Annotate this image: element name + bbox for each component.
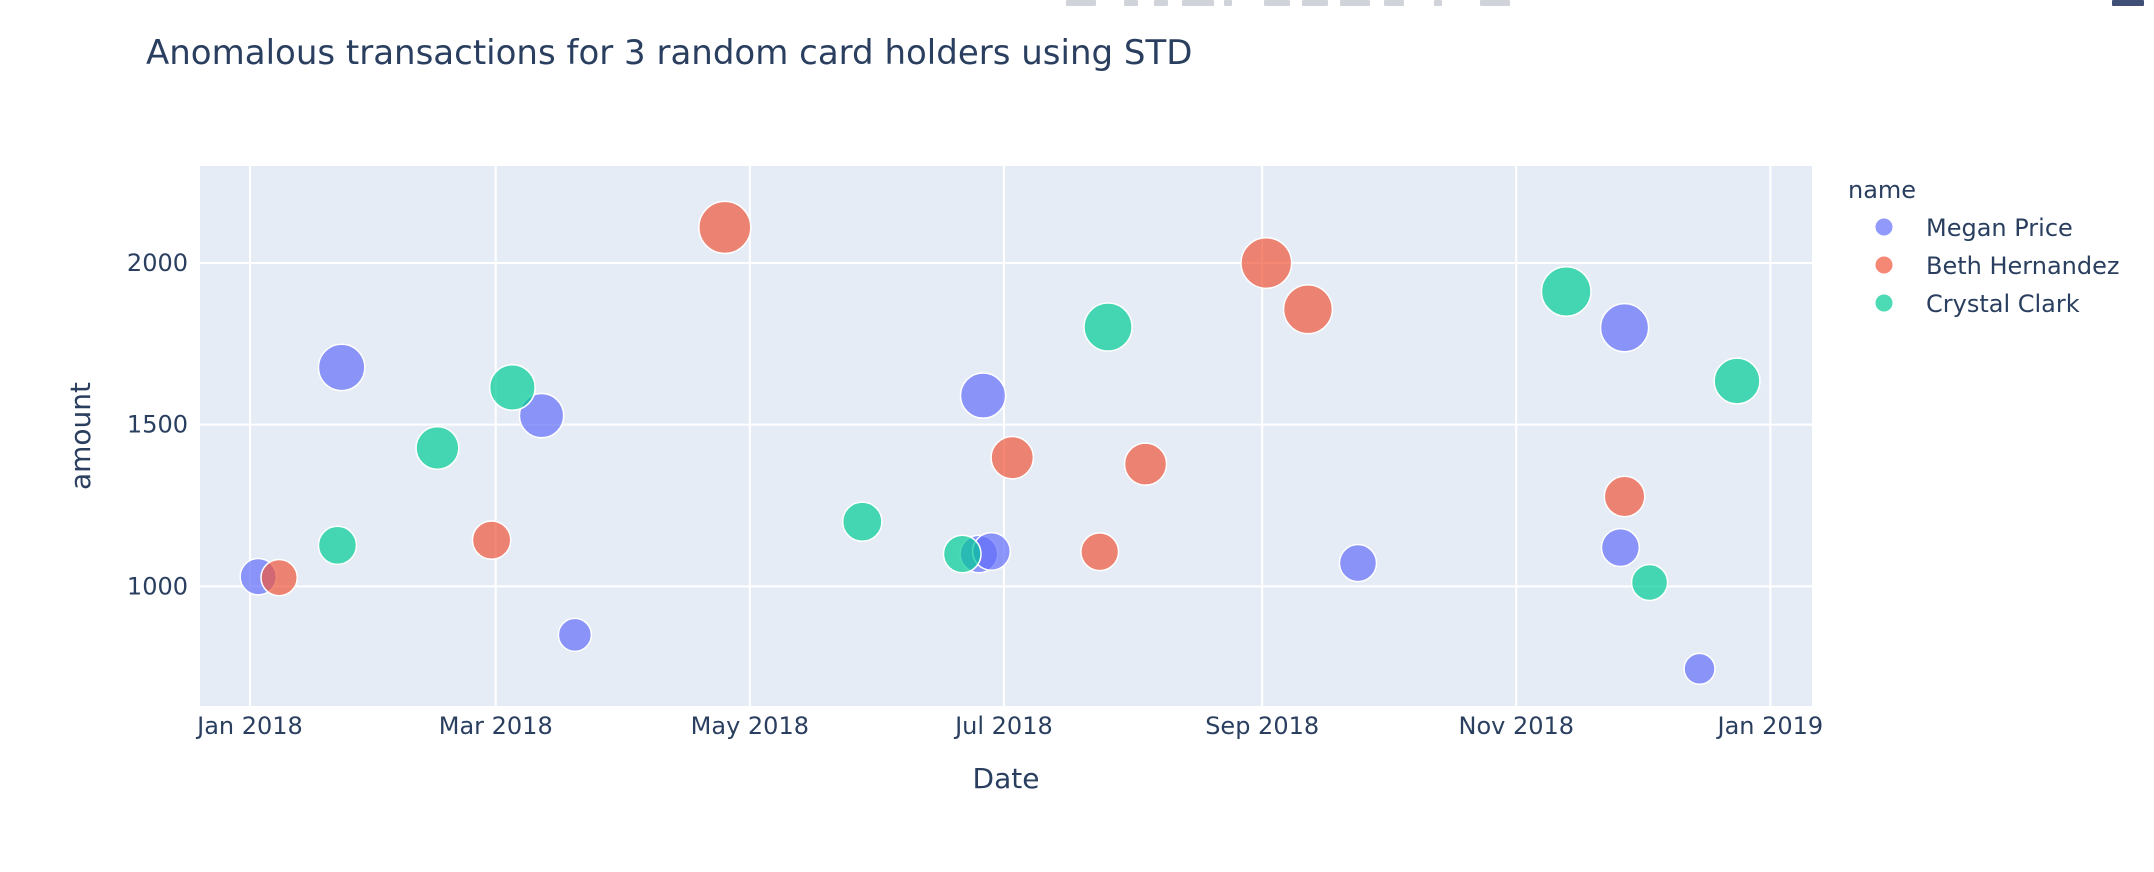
y-axis-label: amount bbox=[64, 382, 97, 490]
data-point bbox=[1338, 543, 1378, 583]
data-point bbox=[990, 435, 1035, 480]
pan-icon[interactable] bbox=[1154, 0, 1168, 6]
plot-area bbox=[200, 166, 1812, 706]
data-point bbox=[698, 200, 752, 255]
x-tick-label: Sep 2018 bbox=[1205, 712, 1319, 740]
data-point bbox=[317, 343, 366, 392]
x-tick-label: Jan 2019 bbox=[1715, 712, 1823, 740]
data-point bbox=[518, 392, 565, 439]
legend-items: Megan Price Beth Hernandez Crystal Clark bbox=[1874, 214, 2119, 318]
x-axis-label: Date bbox=[973, 762, 1040, 795]
data-point bbox=[1282, 284, 1334, 335]
legend-marker bbox=[1874, 255, 1894, 275]
x-tick-label: Jul 2018 bbox=[953, 712, 1053, 740]
data-point bbox=[471, 520, 512, 561]
lasso-icon[interactable] bbox=[1224, 0, 1232, 6]
camera-icon[interactable] bbox=[1066, 0, 1096, 6]
data-point bbox=[942, 534, 982, 574]
data-point bbox=[1123, 442, 1168, 486]
data-point bbox=[1630, 563, 1669, 602]
x-tick-label: Mar 2018 bbox=[439, 712, 553, 740]
data-point bbox=[959, 372, 1007, 419]
data-point bbox=[1240, 236, 1293, 290]
data-point bbox=[260, 558, 299, 597]
data-point bbox=[415, 425, 460, 471]
data-point bbox=[1540, 265, 1592, 317]
data-point bbox=[1713, 357, 1761, 405]
legend-marker bbox=[1874, 217, 1894, 237]
y-tick-label: 1000 bbox=[127, 572, 188, 600]
chart-title: Anomalous transactions for 3 random card… bbox=[146, 33, 1192, 73]
data-point bbox=[1599, 302, 1650, 353]
data-point bbox=[1600, 527, 1641, 568]
data-point bbox=[841, 501, 883, 543]
autoscale-icon[interactable] bbox=[1340, 0, 1370, 6]
hover-compare-icon[interactable] bbox=[1480, 0, 1510, 6]
zoom-in-icon[interactable] bbox=[1264, 0, 1290, 6]
data-points bbox=[239, 200, 1761, 686]
zoom-icon[interactable] bbox=[1124, 0, 1138, 6]
legend-label: Megan Price bbox=[1926, 214, 2073, 242]
plotly-logo-icon[interactable] bbox=[2112, 0, 2144, 6]
legend-label: Beth Hernandez bbox=[1926, 252, 2119, 280]
data-point bbox=[317, 525, 358, 566]
x-tick-label: Nov 2018 bbox=[1458, 712, 1574, 740]
data-point bbox=[1080, 532, 1120, 572]
y-tick-label: 1500 bbox=[127, 411, 188, 439]
x-tick-label: Jan 2018 bbox=[195, 712, 303, 740]
data-point bbox=[1603, 475, 1646, 518]
data-point bbox=[488, 364, 536, 411]
box-select-icon[interactable] bbox=[1182, 0, 1214, 6]
data-point bbox=[1083, 302, 1133, 352]
legend-marker bbox=[1874, 293, 1894, 313]
legend-label: Crystal Clark bbox=[1926, 290, 2080, 318]
legend-title: name bbox=[1848, 176, 1916, 204]
zoom-out-icon[interactable] bbox=[1302, 0, 1328, 6]
data-point bbox=[1683, 652, 1716, 686]
x-tick-labels: Jan 2018 Mar 2018 May 2018 Jul 2018 Sep 2018… bbox=[195, 712, 1823, 740]
y-tick-labels: 1000 1500 2000 bbox=[127, 249, 188, 600]
spike-lines-icon[interactable] bbox=[1434, 0, 1442, 6]
reset-axes-icon[interactable] bbox=[1384, 0, 1404, 6]
legend: name Megan Price Beth Hernandez Crystal Cl… bbox=[1848, 176, 2119, 318]
y-tick-label: 2000 bbox=[127, 249, 188, 277]
data-point bbox=[557, 617, 593, 653]
x-tick-label: May 2018 bbox=[691, 712, 809, 740]
